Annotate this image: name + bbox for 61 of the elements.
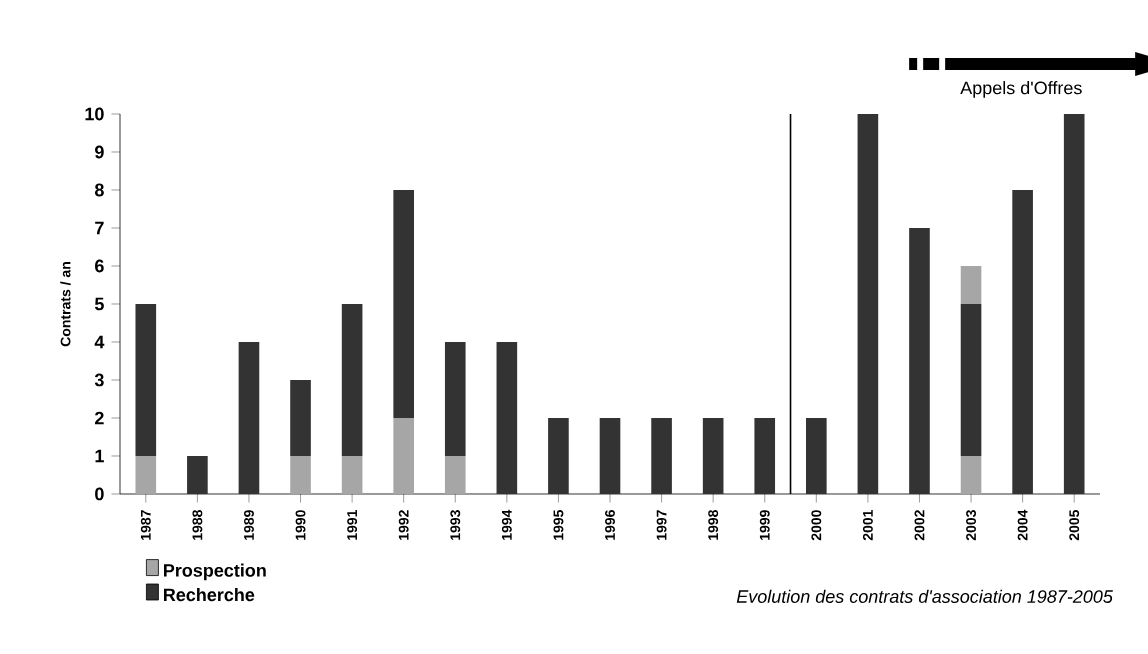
x-tick-label: 1988 (192, 510, 203, 540)
y-axis-title: Contrats / an (60, 262, 71, 347)
legend-label: Prospection (164, 563, 266, 581)
bar (444, 455, 466, 494)
y-tick-label: 1 (95, 449, 104, 463)
bar (341, 455, 363, 494)
x-tick-label: 2001 (862, 509, 873, 541)
bar (960, 455, 982, 494)
y-tick-label: 0 (95, 487, 104, 501)
x-tick-label: 1999 (759, 510, 770, 540)
x-tick-label: 1996 (605, 510, 615, 540)
y-tick-label: 7 (95, 221, 104, 235)
x-tick-label: 1995 (553, 509, 564, 540)
bar (806, 417, 827, 494)
bar (393, 417, 415, 494)
bar (857, 113, 879, 494)
bar (960, 265, 982, 304)
x-tick-label: 2003 (966, 510, 977, 541)
bar (1063, 113, 1085, 494)
x-tick-label: 1992 (398, 510, 409, 540)
x-tick-label: 1991 (347, 509, 358, 540)
bar (444, 341, 466, 456)
bar (548, 417, 569, 494)
y-tick-label: 6 (95, 259, 104, 273)
text: Appels d'Offres (960, 81, 1082, 98)
bar (238, 341, 260, 494)
x-tick-label: 1990 (295, 510, 306, 540)
bar (909, 227, 930, 494)
y-tick-label: 3 (94, 373, 104, 387)
x-tick-label: 2002 (914, 510, 925, 541)
bar (393, 189, 415, 418)
y-tick-label: 9 (95, 145, 104, 159)
x-tick-label: 1989 (244, 510, 254, 540)
legend-label: Recherche (164, 587, 255, 602)
bar (290, 455, 311, 494)
x-tick-label: 1998 (708, 510, 719, 540)
y-tick-label: 8 (94, 183, 104, 197)
y-tick-label: 4 (94, 335, 105, 349)
x-tick-label: 1993 (450, 510, 461, 540)
x-tick-label: 2005 (1069, 509, 1080, 541)
bar (599, 417, 621, 494)
bar (496, 341, 518, 494)
bar (754, 417, 776, 494)
y-tick-label: 2 (95, 411, 104, 425)
x-tick-label: 2004 (1017, 509, 1028, 541)
x-tick-label: 1997 (656, 510, 667, 540)
bar (1012, 189, 1033, 494)
bar (187, 455, 208, 494)
bar (290, 379, 311, 456)
x-tick-label: 2000 (811, 510, 822, 541)
bar (135, 303, 157, 456)
bar (135, 455, 157, 494)
bar (702, 417, 724, 494)
bar (651, 417, 672, 494)
text: Evolution des contrats d'association 1987-2005 (736, 589, 1113, 603)
bar (960, 303, 982, 456)
y-tick-label: 10 (85, 107, 104, 121)
x-tick-label: 1987 (140, 510, 151, 540)
bar (341, 303, 363, 456)
x-tick-label: 1994 (501, 509, 512, 540)
y-tick-label: 5 (94, 297, 104, 311)
